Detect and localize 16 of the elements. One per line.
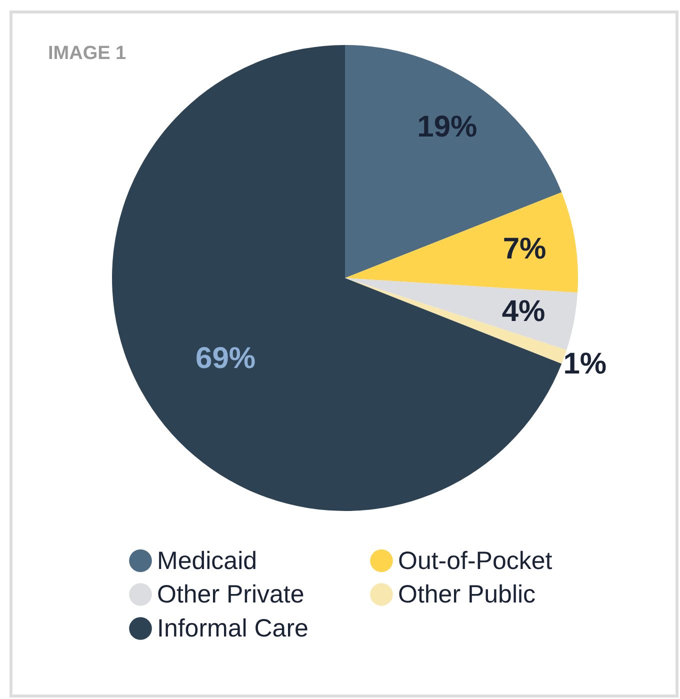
pie-slice (345, 278, 567, 364)
legend-label: Other Public (398, 580, 536, 608)
legend-label: Medicaid (157, 546, 258, 575)
pie-slice (345, 278, 578, 350)
data-label: 4% (502, 295, 546, 328)
data-label: 1% (563, 347, 607, 380)
pie-slice (112, 45, 562, 511)
legend-label: Other Private (157, 580, 304, 608)
pie-slice (345, 192, 578, 293)
data-label: 7% (502, 232, 546, 266)
legend-label: Out-of-Pocket (398, 546, 552, 575)
data-label: 69% (195, 342, 256, 376)
chart-title: IMAGE 1 (48, 43, 127, 64)
legend-label: Informal Care (157, 614, 308, 642)
pie-slice (345, 45, 562, 278)
data-label: 19% (417, 110, 478, 144)
